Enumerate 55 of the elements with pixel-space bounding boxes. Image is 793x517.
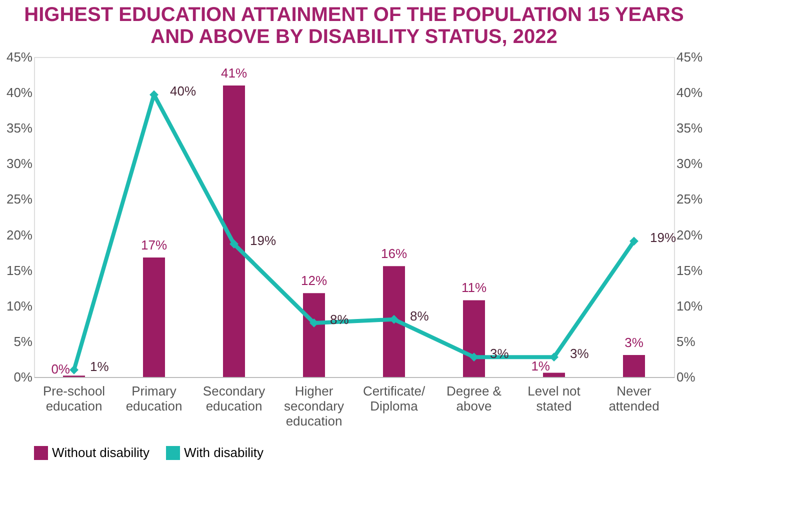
y2-tick-label: 30% (676, 156, 703, 172)
data-label: 40% (170, 84, 196, 99)
legend-label: Without disability (52, 445, 150, 460)
y-tick-label: 0% (14, 370, 33, 384)
bar (383, 266, 405, 377)
data-label: 1% (90, 358, 110, 374)
legend-label: With disability (184, 445, 264, 460)
y2-tick-label: 10% (676, 298, 703, 314)
point (70, 365, 78, 374)
x-tick-label: Degree & above (446, 384, 502, 414)
y2-tick-label: 45% (676, 50, 703, 64)
y-tick-label: 20% (6, 227, 33, 242)
y2-tick-label: 40% (676, 85, 703, 100)
x-tick-label: Primary education (126, 384, 182, 414)
x-tick-label: Certificate/ Diploma (362, 384, 426, 414)
y-tick-label: 25% (6, 192, 33, 207)
bar (543, 372, 565, 377)
y-tick-label: 15% (6, 262, 33, 278)
data-label: 8% (410, 308, 430, 324)
x-tick-label: Never attended (608, 384, 660, 414)
y-tick-label: 40% (6, 85, 33, 100)
y2-tick-label: 20% (676, 227, 703, 242)
y2-tick-label: 15% (676, 262, 703, 278)
y-tick-label: 10% (6, 298, 33, 314)
x-tick-label: Level not stated (528, 384, 581, 414)
x-tick-label: Secondary education (202, 384, 266, 414)
y-tick-label: 30% (6, 156, 33, 172)
y2-tick-label: 35% (676, 120, 703, 136)
data-label: 3% (570, 346, 590, 362)
point (630, 236, 638, 246)
data-label: 0% (51, 362, 70, 377)
bar (223, 85, 245, 377)
y2-tick-label: 25% (676, 192, 703, 207)
y-tick-label: 35% (6, 120, 33, 136)
x-tick-label: Higher secondary education (284, 384, 344, 428)
data-label: 3% (624, 334, 644, 350)
data-label: 11% (461, 280, 487, 296)
point (230, 240, 238, 248)
data-label: 19% (250, 233, 276, 248)
y-tick-label: 5% (14, 334, 33, 349)
y2-tick-label: 0% (676, 370, 696, 384)
y-tick-label: 45% (6, 50, 33, 64)
bar (463, 300, 485, 377)
data-label: 19% (650, 230, 676, 246)
chart-title: HIGHEST EDUCATION ATTAINMENT OF THE POPULATION 15 YEARS AND ABOVE BY DISABILITY STATUS, 2022 (24, 4, 684, 48)
bar (303, 293, 325, 377)
bar (143, 258, 165, 377)
data-label: 41% (220, 65, 248, 80)
data-label: 1% (531, 358, 550, 374)
data-label: 16% (380, 246, 408, 262)
x-tick-label: Pre-school education (42, 384, 106, 414)
y2-tick-label: 5% (676, 334, 696, 349)
data-label: 17% (140, 238, 168, 253)
data-label: 12% (300, 273, 328, 288)
bar (623, 354, 645, 377)
